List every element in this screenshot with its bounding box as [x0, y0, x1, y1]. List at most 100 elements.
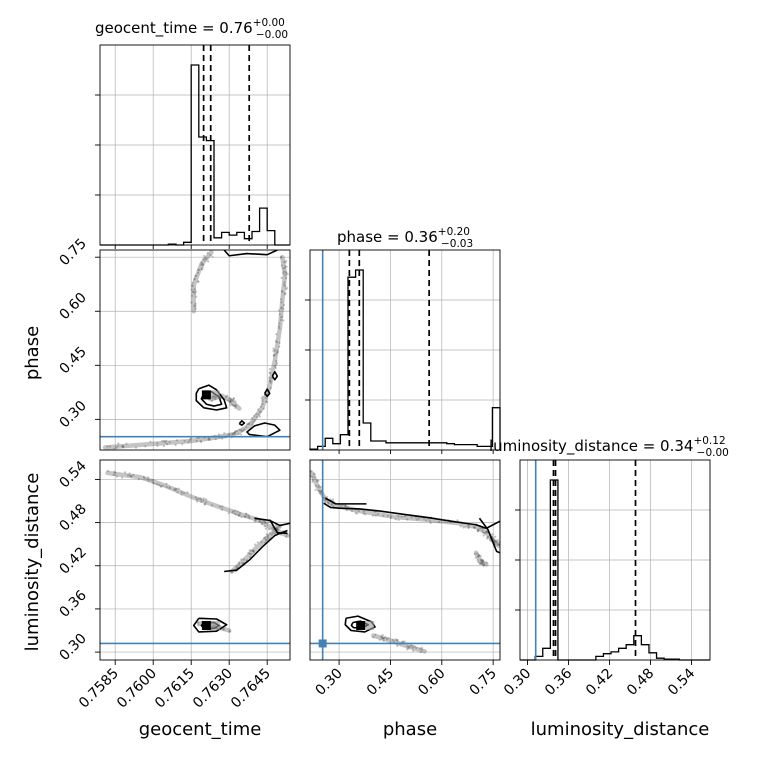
- title-phase: phase = 0.36+0.20 −0.03: [337, 226, 473, 250]
- sample-point: [277, 309, 280, 312]
- sample-point: [202, 263, 205, 267]
- sample-point: [496, 539, 499, 542]
- sample-point: [229, 400, 232, 404]
- sample-point: [243, 428, 246, 431]
- sample-point: [311, 475, 314, 478]
- sample-point: [130, 475, 133, 478]
- panel-frame: [99, 459, 291, 661]
- sample-point: [159, 485, 163, 488]
- sample-point: [190, 437, 193, 440]
- sample-point: [190, 288, 193, 291]
- sample-point: [240, 430, 243, 433]
- sample-point: [344, 505, 347, 508]
- sample-point: [257, 413, 260, 416]
- sample-point: [275, 333, 278, 336]
- sample-point: [276, 349, 279, 352]
- sample-point: [146, 478, 149, 481]
- sample-point: [253, 520, 257, 523]
- sample-point: [269, 381, 272, 384]
- sample-point: [479, 527, 482, 530]
- sample-point: [268, 532, 272, 535]
- sample-point: [240, 428, 243, 431]
- density-shade: [210, 620, 220, 630]
- sample-point: [235, 430, 239, 433]
- title-geocent-time: geocent_time = 0.76+0.00 −0.00: [95, 17, 288, 41]
- sample-point: [284, 259, 288, 263]
- sample-point: [317, 479, 320, 483]
- sample-point: [408, 645, 411, 648]
- sample-point: [481, 563, 484, 566]
- sample-point: [282, 308, 285, 311]
- sample-point: [282, 319, 285, 322]
- sample-point: [242, 558, 245, 561]
- sample-point: [233, 432, 236, 435]
- sample-point: [391, 638, 395, 641]
- sample-point: [491, 533, 494, 536]
- sample-point: [258, 520, 262, 523]
- sample-point: [252, 549, 255, 552]
- sample-point: [382, 637, 385, 640]
- sample-point: [242, 429, 245, 432]
- sample-point: [344, 504, 347, 507]
- sample-point: [476, 528, 479, 531]
- sample-point: [182, 491, 186, 495]
- sample-point: [311, 480, 314, 483]
- sample-point: [229, 400, 232, 403]
- sample-point: [197, 497, 200, 501]
- sample-point: [180, 491, 184, 494]
- panel-frame: [309, 459, 501, 661]
- sample-point: [226, 399, 230, 402]
- sample-point: [142, 475, 145, 479]
- sample-point: [415, 518, 419, 521]
- sample-point: [261, 521, 264, 524]
- sample-point: [280, 255, 283, 258]
- panel-frame: [309, 249, 501, 451]
- sample-point: [231, 511, 234, 514]
- sample-point: [197, 621, 200, 624]
- sample-point: [324, 499, 327, 502]
- sample-point: [265, 539, 268, 542]
- sample-point: [191, 285, 194, 288]
- sample-point: [278, 327, 281, 330]
- sample-point: [394, 518, 397, 521]
- sample-point: [456, 519, 459, 522]
- hist-panel-phase: [305, 249, 501, 451]
- sample-point: [232, 398, 235, 401]
- sample-point: [228, 630, 231, 633]
- sample-point: [269, 379, 272, 382]
- sample-point: [268, 372, 272, 375]
- sample-point: [228, 399, 232, 403]
- sample-point: [319, 490, 322, 493]
- sample-point: [228, 433, 231, 436]
- sample-point: [187, 441, 190, 444]
- sample-point: [175, 487, 178, 490]
- sample-point: [255, 413, 258, 416]
- sample-point: [205, 498, 208, 501]
- sample-point: [164, 441, 167, 444]
- sample-point: [168, 441, 171, 444]
- sample-point: [149, 440, 152, 443]
- sample-point: [329, 504, 333, 507]
- sample-point: [228, 630, 231, 633]
- sample-point: [235, 565, 238, 568]
- x-tick-label-luminosity-distance: 0.42: [583, 666, 616, 699]
- sample-point: [392, 640, 395, 643]
- sample-point: [162, 444, 165, 448]
- sample-point: [222, 628, 225, 631]
- sample-point: [190, 301, 193, 304]
- x-tick-label-luminosity-distance: 0.30: [501, 666, 534, 699]
- sample-point: [243, 515, 247, 518]
- sample-band: [473, 550, 489, 567]
- sample-point: [381, 634, 384, 637]
- sample-point: [479, 562, 482, 565]
- sample-point: [155, 483, 158, 486]
- sample-point: [283, 260, 286, 263]
- sample-point: [203, 503, 206, 506]
- sample-point: [284, 265, 287, 268]
- sample-point: [191, 281, 194, 284]
- sample-point: [238, 428, 241, 432]
- sample-point: [229, 403, 232, 407]
- sample-point: [159, 484, 162, 487]
- sample-point: [285, 271, 288, 275]
- sample-point: [232, 397, 235, 400]
